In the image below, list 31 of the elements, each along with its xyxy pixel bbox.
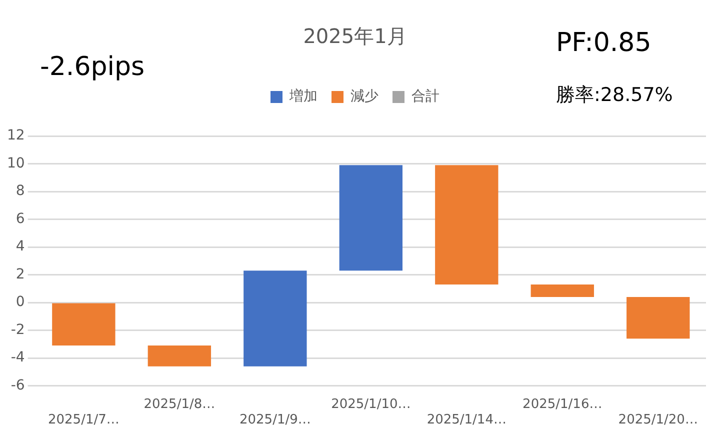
y-tick-label: 2 (16, 266, 25, 282)
text: PF:0.85 (556, 28, 652, 58)
x-tick-label: 2025/1/14… (426, 412, 506, 428)
y-tick-label: -4 (10, 350, 25, 366)
bar (148, 346, 212, 366)
bar (52, 303, 116, 346)
bar (435, 165, 498, 284)
bar (626, 296, 690, 339)
y-tick-label: 12 (6, 128, 25, 144)
y-tick-label: 0 (16, 294, 25, 310)
legend-label: 減少 (350, 88, 378, 105)
x-tick-label: 2025/1/7… (48, 412, 120, 428)
bar (244, 270, 307, 366)
x-tick-label: 2025/1/20… (618, 412, 698, 428)
x-tick-label: 2025/1/10… (331, 396, 411, 412)
y-tick-label: 8 (16, 183, 25, 200)
y-tick-label: -2 (10, 322, 25, 338)
bar (339, 165, 402, 271)
x-tick-label: 2025/1/16… (522, 396, 602, 412)
text: -2.6pips (40, 52, 145, 82)
y-tick-label: 4 (16, 238, 25, 255)
y-tick-label: 10 (6, 155, 25, 172)
chart-title: 2025年1月 (303, 24, 407, 48)
x-tick-label: 2025/1/8… (144, 396, 216, 412)
y-tick-label: -6 (10, 377, 25, 394)
x-tick-label: 2025/1/9… (239, 412, 311, 428)
bar (530, 284, 594, 297)
text: 勝率:28.57% (556, 83, 673, 108)
legend-label: 増加 (288, 88, 318, 105)
legend-label: 合計 (412, 88, 440, 105)
y-tick-label: 6 (16, 210, 25, 227)
